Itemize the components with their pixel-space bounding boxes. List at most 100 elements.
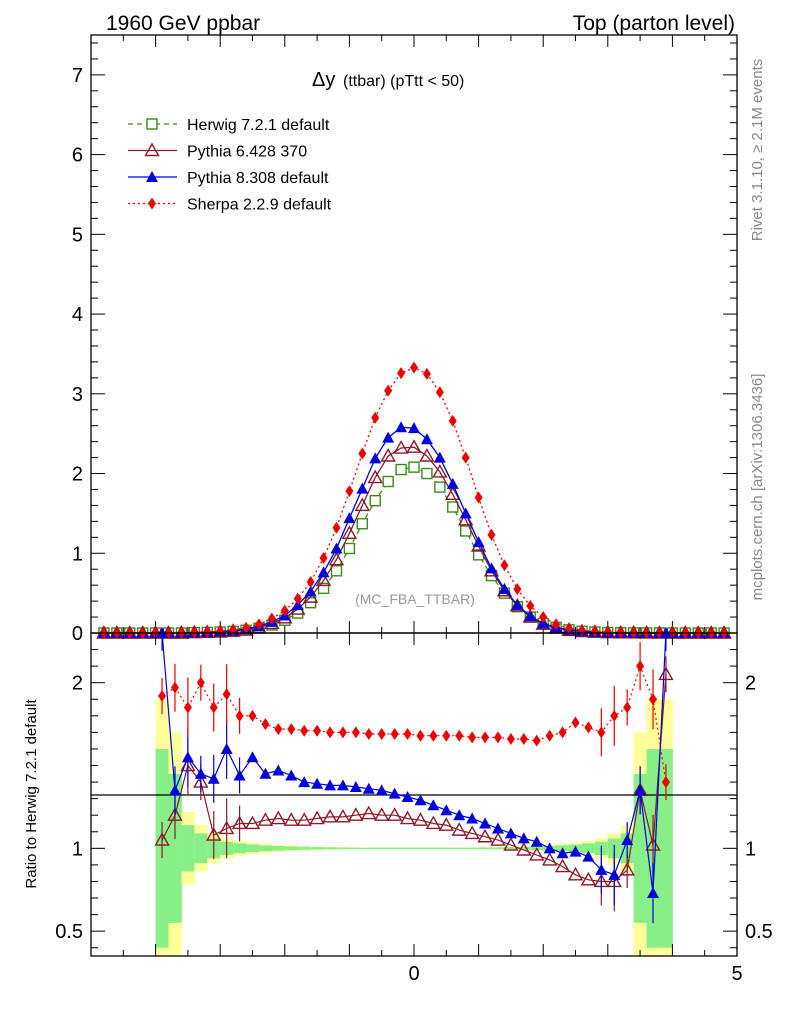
main-data-point bbox=[304, 585, 317, 597]
main-data-point bbox=[395, 421, 408, 433]
legend-marker bbox=[146, 118, 158, 130]
main-data-point bbox=[498, 583, 511, 595]
ratio-data-point bbox=[283, 812, 299, 826]
ratio-data-point bbox=[649, 693, 658, 706]
ratio-data-point bbox=[530, 835, 543, 847]
ratio-data-point bbox=[582, 850, 595, 862]
legend: Herwig 7.2.1 default Pythia 6.428 370 Pyth… bbox=[128, 117, 332, 214]
main-data-point bbox=[319, 552, 328, 565]
ratio-frame bbox=[90, 632, 738, 957]
ratio-data-point bbox=[244, 815, 261, 830]
ratio-band-inner bbox=[388, 847, 402, 849]
ratio-band-inner bbox=[246, 844, 260, 853]
main-data-point bbox=[421, 467, 433, 480]
ratio-data-point bbox=[361, 805, 377, 820]
main-data-point bbox=[367, 469, 383, 484]
main-data-point bbox=[435, 386, 444, 399]
legend-marker bbox=[144, 142, 160, 157]
ratio-data-point bbox=[466, 812, 479, 824]
ratio-band-inner bbox=[349, 847, 363, 849]
ratio-data-point bbox=[532, 734, 541, 747]
ratio-data-point bbox=[348, 807, 364, 821]
ratio-data-point bbox=[403, 728, 412, 741]
plot-title: Δy (ttbar) (pTtt < 50) bbox=[312, 69, 464, 91]
ratio-data-point bbox=[619, 861, 635, 876]
ratio-data-point bbox=[416, 729, 425, 742]
header-left: 1960 GeV ppbar bbox=[106, 12, 260, 35]
ratio-band-inner bbox=[659, 748, 673, 948]
main-data-point bbox=[356, 482, 369, 494]
ratio-data-point bbox=[580, 871, 597, 886]
ratio-data-point bbox=[349, 781, 362, 793]
ratio-data-point bbox=[158, 689, 167, 702]
ratio-data-point bbox=[634, 784, 647, 796]
ratio-band-inner bbox=[194, 833, 208, 864]
ratio-ytick-label: 1 bbox=[72, 838, 83, 860]
main-data-point bbox=[369, 494, 381, 507]
ratio-data-point bbox=[231, 815, 248, 830]
main-data-point bbox=[410, 361, 418, 374]
ratio-data-point bbox=[438, 817, 454, 831]
ratio-ytick-label-right: 2 bbox=[745, 673, 756, 695]
ratio-band-inner bbox=[439, 847, 454, 849]
main-data-point bbox=[345, 485, 354, 498]
ratio-data-point bbox=[493, 731, 502, 744]
ratio-data-point bbox=[453, 809, 466, 821]
main-data-point bbox=[216, 625, 225, 638]
main-data-point bbox=[343, 542, 356, 555]
main-data-point bbox=[267, 612, 276, 625]
ratio-data-point bbox=[569, 845, 582, 857]
ratio-data-point bbox=[324, 779, 337, 791]
ratio-series-line bbox=[161, 674, 667, 883]
ratio-data-point bbox=[477, 828, 493, 843]
main-data-point bbox=[354, 497, 371, 512]
main-data-point bbox=[190, 626, 199, 639]
ratio-data-point bbox=[567, 866, 584, 881]
ratio-data-point bbox=[661, 776, 670, 789]
main-data-point bbox=[382, 431, 395, 443]
ratio-data-point bbox=[386, 807, 403, 821]
main-data-point bbox=[330, 565, 343, 577]
main-data-point bbox=[332, 521, 341, 534]
ratio-data-point bbox=[399, 810, 416, 825]
main-data-point bbox=[422, 367, 431, 380]
main-data-point bbox=[474, 491, 483, 504]
main-data-point bbox=[330, 542, 343, 554]
ratio-data-point bbox=[556, 847, 569, 859]
ratio-band-inner bbox=[297, 846, 312, 850]
main-data-point bbox=[487, 528, 496, 541]
main-ytick-label: 3 bbox=[72, 384, 83, 406]
ratio-data-point bbox=[259, 767, 272, 779]
main-data-point bbox=[328, 551, 345, 566]
ratio-data-point bbox=[285, 769, 298, 781]
main-data-point bbox=[280, 604, 289, 617]
main-data-point bbox=[420, 433, 433, 445]
ratio-data-point bbox=[274, 723, 283, 736]
ratio-data-point bbox=[608, 868, 621, 880]
main-data-point bbox=[552, 618, 561, 631]
main-data-point bbox=[446, 477, 459, 489]
ratio-data-point bbox=[222, 688, 231, 701]
main-data-point bbox=[341, 525, 358, 540]
main-data-point bbox=[539, 611, 548, 624]
ratio-data-point bbox=[377, 728, 386, 741]
ratio-data-point bbox=[298, 776, 311, 788]
ratio-data-point bbox=[375, 784, 388, 796]
ratio-data-point bbox=[490, 832, 506, 846]
header-right: Top (parton level) bbox=[573, 12, 735, 35]
ratio-band-inner bbox=[284, 846, 299, 851]
ratio-data-point bbox=[429, 729, 438, 742]
ratio-series-line bbox=[161, 632, 667, 894]
ratio-series-line bbox=[161, 664, 667, 783]
ratio-data-point bbox=[167, 807, 183, 821]
ratio-data-point bbox=[338, 726, 347, 739]
ratio-ytick-label: 2 bbox=[72, 673, 83, 695]
ratio-data-point bbox=[442, 729, 451, 742]
ratio-data-point bbox=[545, 729, 554, 742]
ratio-data-point bbox=[154, 832, 170, 846]
title-sub: (ttbar) (pTtt < 50) bbox=[343, 73, 464, 90]
ratio-data-point bbox=[516, 842, 532, 856]
main-ytick-label: 0 bbox=[72, 623, 83, 645]
ratio-band-inner bbox=[465, 847, 480, 849]
main-ytick-label: 5 bbox=[72, 224, 83, 246]
